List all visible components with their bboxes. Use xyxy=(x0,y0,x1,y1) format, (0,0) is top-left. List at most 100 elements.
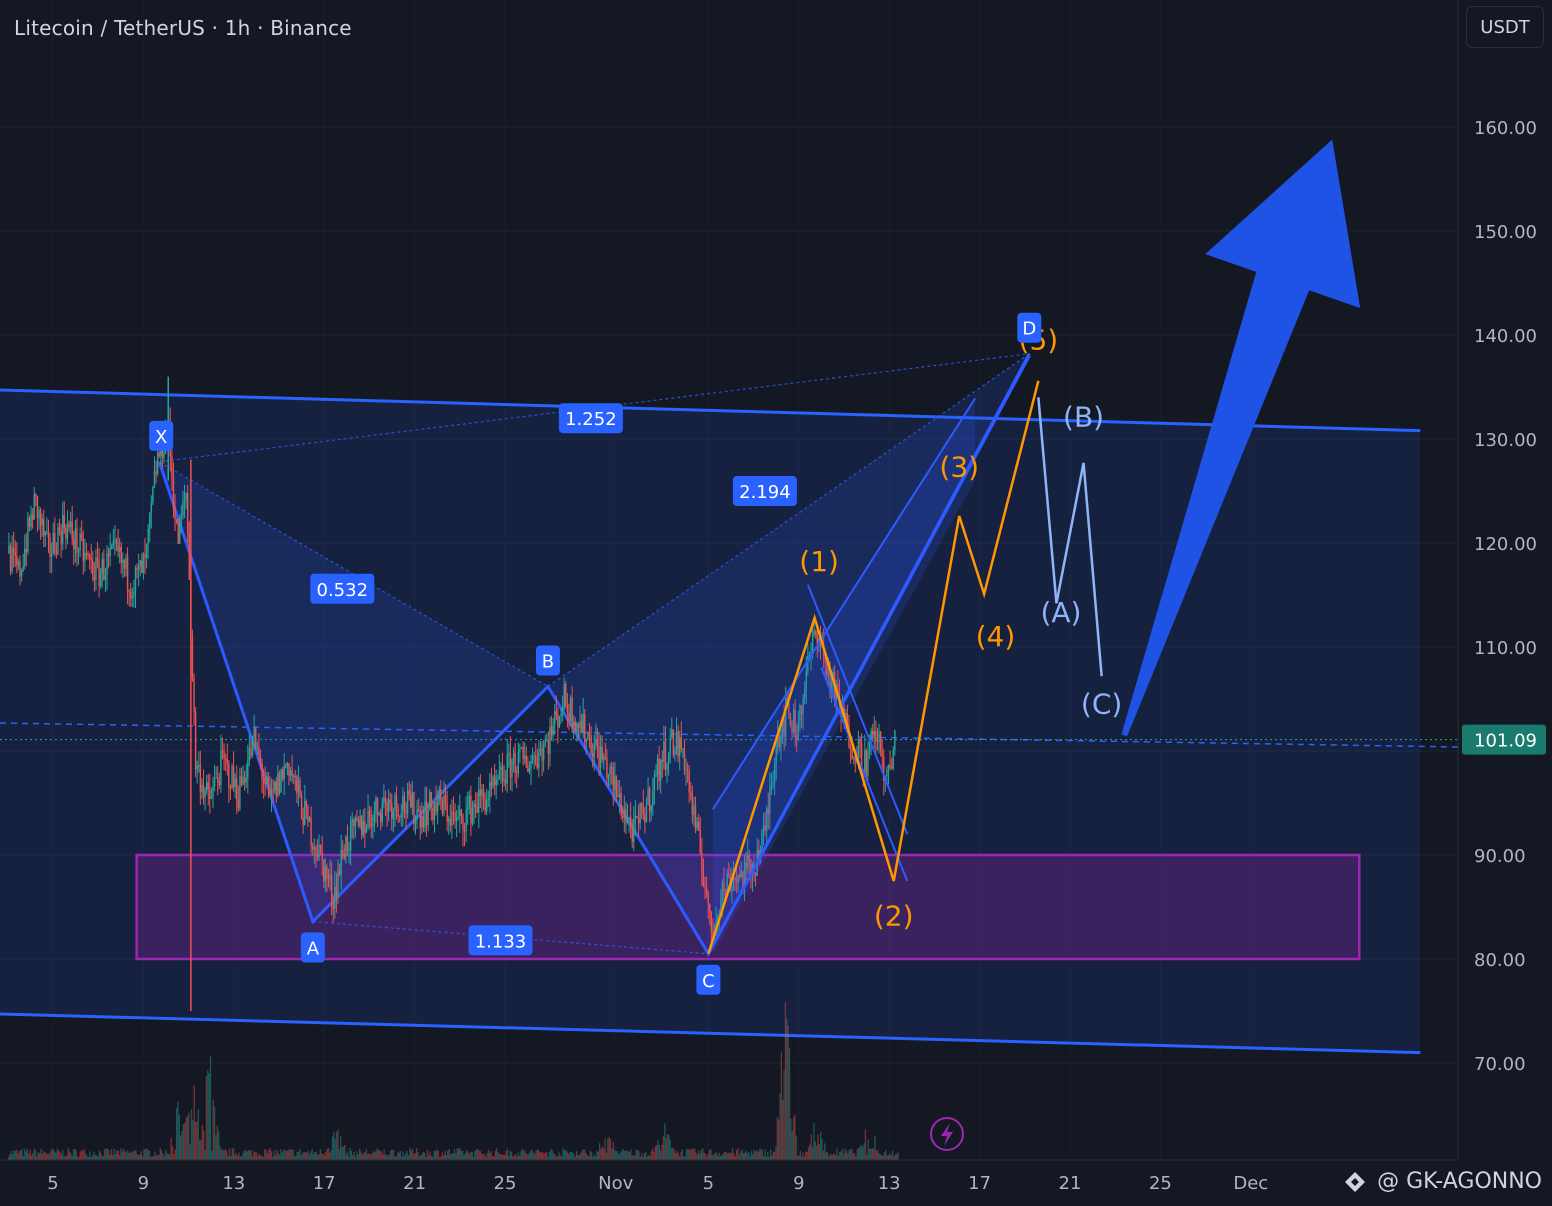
candle-body xyxy=(123,559,126,569)
candle-body xyxy=(427,809,429,826)
candle-body xyxy=(544,741,546,747)
candle-body xyxy=(769,788,771,814)
candle-body xyxy=(606,757,608,779)
volume-bar xyxy=(596,1150,598,1160)
volume-bar xyxy=(495,1148,498,1160)
volume-bar xyxy=(310,1151,312,1160)
volume-bar xyxy=(125,1152,128,1160)
candle-body xyxy=(853,758,855,760)
volume-bar xyxy=(151,1156,153,1160)
candle-body xyxy=(380,813,382,822)
lightning-icon xyxy=(930,1117,964,1151)
volume-bar xyxy=(365,1149,368,1160)
volume-bar xyxy=(319,1149,321,1160)
candle-body xyxy=(728,873,730,876)
volume-bar xyxy=(118,1155,121,1160)
volume-bar xyxy=(849,1149,852,1160)
candle-body xyxy=(41,518,43,525)
candle-body xyxy=(250,748,252,756)
volume-bar xyxy=(559,1155,561,1160)
volume-bar xyxy=(152,1156,155,1160)
candle-body xyxy=(62,515,64,544)
candle-body xyxy=(84,553,86,561)
volume-bar xyxy=(489,1153,491,1160)
candle-body xyxy=(504,779,507,784)
volume-bar xyxy=(822,1150,825,1160)
candle-body xyxy=(799,704,801,722)
volume-bar xyxy=(167,1153,170,1160)
candle-body xyxy=(372,824,374,827)
volume-bar xyxy=(184,1123,186,1160)
volume-bar xyxy=(645,1151,647,1160)
candle-body xyxy=(525,756,527,767)
volume-bar xyxy=(646,1156,648,1160)
candle-body xyxy=(688,771,690,793)
volume-bar xyxy=(470,1151,472,1160)
volume-bar xyxy=(878,1153,880,1160)
volume-bar xyxy=(302,1152,304,1160)
volume-bar xyxy=(840,1151,842,1160)
candle-body xyxy=(462,815,464,831)
volume-bar xyxy=(872,1148,875,1160)
ratio-label-box xyxy=(310,573,375,604)
volume-bar xyxy=(695,1152,697,1160)
candle-body xyxy=(878,731,880,743)
wave-channel-line xyxy=(806,584,909,835)
candle-body xyxy=(44,531,47,536)
impulse-wave-label: (4) xyxy=(976,620,1016,653)
candle-body xyxy=(340,849,342,875)
candle-body xyxy=(226,758,228,764)
candle-body xyxy=(471,808,474,824)
candle-body xyxy=(690,792,692,794)
candle-body xyxy=(881,751,883,757)
candle-body xyxy=(767,808,769,814)
candle-body xyxy=(163,453,165,459)
volume-bar xyxy=(194,1121,197,1160)
volume-bar xyxy=(634,1155,636,1160)
currency-button[interactable]: USDT xyxy=(1466,6,1544,48)
volume-bar xyxy=(447,1150,449,1160)
volume-bar xyxy=(18,1150,20,1160)
candle-body xyxy=(280,769,282,793)
candle-body xyxy=(107,553,110,557)
volume-bar xyxy=(75,1150,77,1160)
candle-body xyxy=(781,719,784,734)
volume-bar xyxy=(639,1156,641,1160)
candle-body xyxy=(185,492,187,500)
candle-body xyxy=(859,738,861,744)
volume-bar xyxy=(693,1148,696,1160)
candle-body xyxy=(270,789,273,796)
volume-bar xyxy=(735,1150,738,1160)
volume-bar xyxy=(546,1152,548,1160)
candle-body xyxy=(361,815,363,836)
volume-bar xyxy=(137,1155,140,1160)
price-axis-tick-label: 80.00 xyxy=(1474,950,1526,971)
candle-body xyxy=(582,714,584,733)
volume-bar xyxy=(570,1151,572,1160)
ratio-label-box xyxy=(732,476,797,506)
volume-bar xyxy=(555,1156,557,1160)
pattern-point-label: X xyxy=(155,427,167,448)
volume-bar xyxy=(472,1156,475,1160)
volume-bar xyxy=(9,1154,11,1160)
candle-body xyxy=(443,795,445,814)
volume-bar xyxy=(142,1156,144,1160)
volume-bar xyxy=(231,1148,233,1160)
volume-bar xyxy=(311,1148,313,1160)
volume-bar xyxy=(53,1151,56,1160)
volume-bar xyxy=(283,1149,285,1160)
symbol-title: Litecoin / TetherUS · 1h · Binance xyxy=(14,16,352,40)
candle-body xyxy=(55,550,58,555)
volume-bar xyxy=(584,1149,586,1160)
volume-bar xyxy=(441,1152,444,1160)
volume-bar xyxy=(323,1155,326,1160)
candle-body xyxy=(485,799,488,812)
candle-body xyxy=(103,558,105,580)
candle-body xyxy=(11,547,13,572)
candle-body xyxy=(332,901,334,909)
time-axis-tick-label: 21 xyxy=(403,1173,426,1194)
volume-bar xyxy=(820,1131,822,1160)
candle-body xyxy=(617,795,619,798)
candle-body xyxy=(196,765,198,770)
